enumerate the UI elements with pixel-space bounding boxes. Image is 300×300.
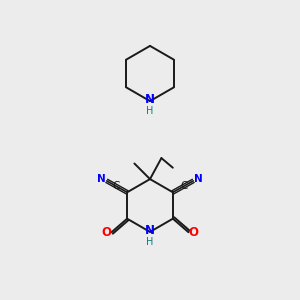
Text: N: N xyxy=(145,224,155,237)
Text: N: N xyxy=(194,174,203,184)
Text: H: H xyxy=(146,106,154,116)
Text: C: C xyxy=(180,181,188,191)
Text: O: O xyxy=(101,226,111,239)
Text: N: N xyxy=(145,93,155,106)
Text: H: H xyxy=(146,237,154,247)
Text: C: C xyxy=(112,181,120,191)
Text: N: N xyxy=(97,174,106,184)
Text: O: O xyxy=(189,226,199,239)
